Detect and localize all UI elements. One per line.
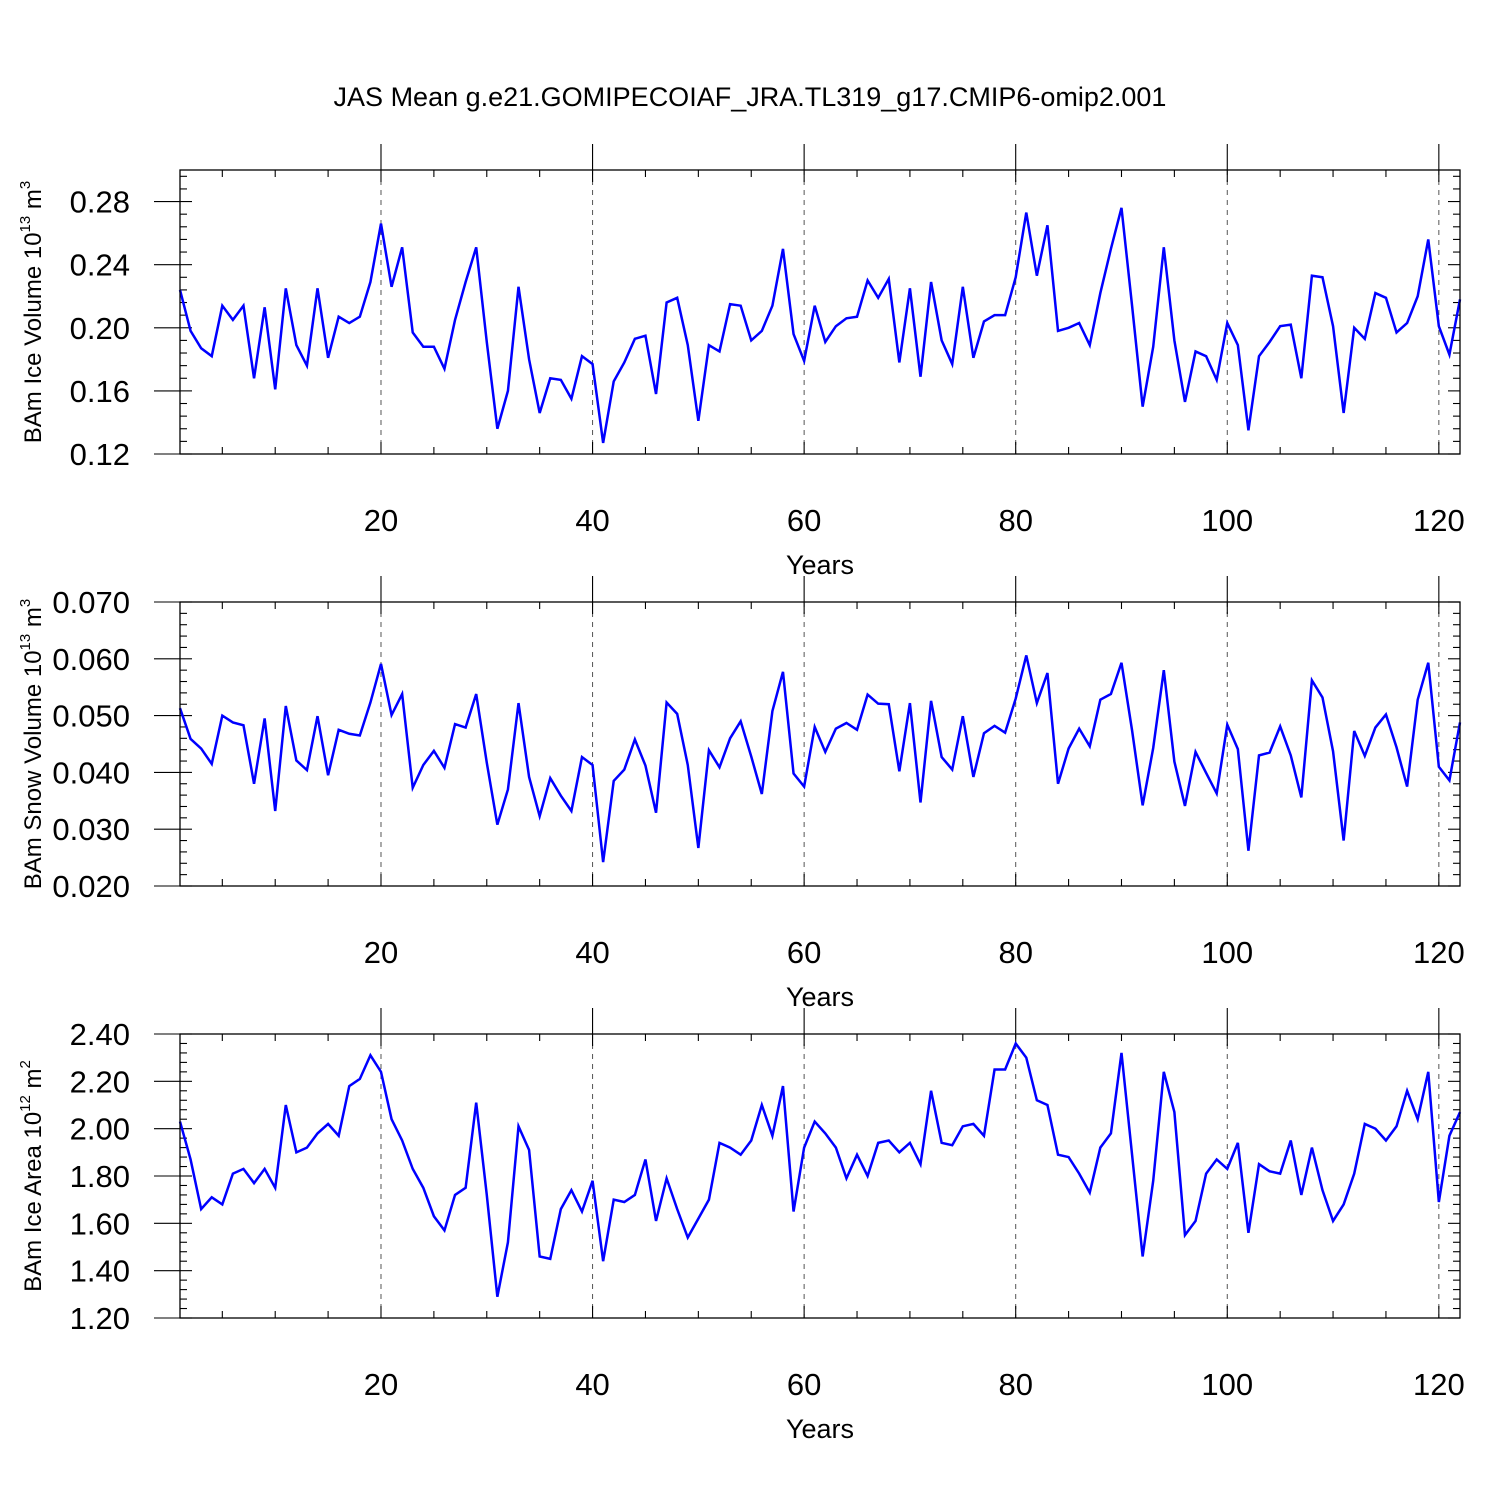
x-tick-label: 60: [787, 503, 821, 538]
y-tick-label: 0.24: [70, 248, 130, 283]
y-tick-label: 0.16: [70, 374, 130, 409]
series-line: [178, 655, 1462, 863]
y-tick-label: 2.00: [70, 1112, 130, 1147]
x-tick-label: 20: [364, 935, 398, 970]
y-axis-label: BAm Ice Area 1012 m2: [17, 1060, 47, 1292]
y-axis-label-main: BAm Ice Area 10: [20, 1112, 47, 1292]
y-tick-label: 0.020: [52, 869, 130, 904]
y-tick-label: 1.80: [70, 1159, 130, 1194]
x-axis-label: Years: [786, 982, 854, 1012]
y-tick-label: 0.28: [70, 185, 130, 220]
y-tick-label: 1.60: [70, 1206, 130, 1241]
x-tick-label: 100: [1201, 503, 1253, 538]
x-tick-label: 80: [998, 935, 1032, 970]
panel-3: 20 40 60 80 100 120 Years 1.20 1.40 1.60 1.80 2.00 2…: [17, 1008, 1465, 1444]
y-axis-label-unit: m: [20, 1068, 47, 1095]
y-axis-label-main: BAm Ice Volume 10: [20, 232, 47, 443]
panel-2: 20 40 60 80 100 120 Years 0.020 0.030 0.040 0.050 0…: [17, 576, 1465, 1012]
x-tick-label: 80: [998, 503, 1032, 538]
y-axis-label-unit-exponent: 2: [17, 1060, 34, 1068]
x-tick-label: 100: [1201, 1367, 1253, 1402]
y-axis-label: BAm Ice Volume 1013 m3: [17, 181, 47, 443]
y-axis-label-unit: m: [20, 607, 47, 634]
series-line: [178, 1040, 1462, 1297]
series-line: [178, 207, 1462, 444]
x-tick-label: 120: [1413, 503, 1465, 538]
y-tick-label: 0.050: [52, 699, 130, 734]
y-tick-label: 1.20: [70, 1301, 130, 1336]
y-axis-label-main: BAm Snow Volume 10: [20, 650, 47, 889]
y-tick-label: 2.20: [70, 1064, 130, 1099]
y-tick-label: 0.12: [70, 437, 130, 472]
panel-1: 20 40 60 80 100 120 Years 0.12 0.16 0.20 0.24 0.28 B…: [17, 144, 1465, 580]
plot-frame: [179, 169, 1461, 455]
x-tick-label: 60: [787, 935, 821, 970]
y-tick-label: 0.070: [52, 585, 130, 620]
plot-frame: [179, 1033, 1461, 1319]
y-tick-label: 0.040: [52, 755, 130, 790]
x-tick-label: 80: [998, 1367, 1032, 1402]
y-tick-label: 1.40: [70, 1254, 130, 1289]
x-tick-label: 120: [1413, 935, 1465, 970]
x-tick-label: 100: [1201, 935, 1253, 970]
y-axis-label-unit: m: [20, 189, 47, 216]
x-tick-label: 120: [1413, 1367, 1465, 1402]
x-tick-label: 40: [575, 1367, 609, 1402]
y-axis-label-unit-exponent: 3: [17, 599, 34, 607]
y-tick-label: 0.20: [70, 311, 130, 346]
x-tick-label: 20: [364, 1367, 398, 1402]
y-axis-label-unit-exponent: 3: [17, 181, 34, 189]
y-axis-label-exponent: 13: [17, 216, 34, 233]
x-tick-label: 60: [787, 1367, 821, 1402]
x-axis-label: Years: [786, 550, 854, 580]
x-tick-label: 20: [364, 503, 398, 538]
plot-frame: [179, 601, 1461, 887]
x-tick-label: 40: [575, 503, 609, 538]
x-tick-label: 40: [575, 935, 609, 970]
y-tick-label: 0.030: [52, 812, 130, 847]
x-axis-label: Years: [786, 1414, 854, 1444]
y-axis-label-exponent: 12: [17, 1095, 34, 1112]
y-tick-label: 2.40: [70, 1017, 130, 1052]
y-axis-label: BAm Snow Volume 1013 m3: [17, 599, 47, 890]
figure-title: JAS Mean g.e21.GOMIPECOIAF_JRA.TL319_g17…: [334, 82, 1167, 112]
panels: 20 40 60 80 100 120 Years 0.12 0.16 0.20 0.24 0.28 B…: [17, 144, 1465, 1444]
y-tick-label: 0.060: [52, 642, 130, 677]
y-axis-label-exponent: 13: [17, 634, 34, 651]
